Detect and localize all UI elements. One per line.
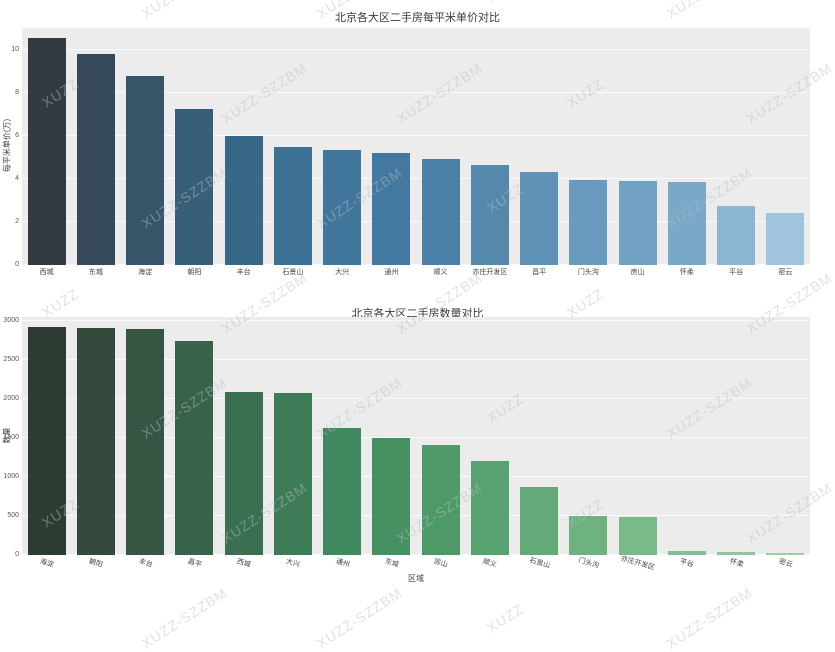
bar-通州 xyxy=(372,153,411,265)
y-tick-label: 0 xyxy=(15,261,19,268)
x-tick-label: 房山 xyxy=(432,558,449,569)
y-tick-label: 6 xyxy=(15,131,19,139)
x-tick-label: 大兴 xyxy=(335,269,350,276)
bar-昌平 xyxy=(520,171,559,265)
x-tick-label: 石景山 xyxy=(282,269,304,276)
x-tick-label: 门头沟 xyxy=(577,557,600,570)
bar-石景山 xyxy=(520,487,559,555)
watermark-text: XUZZ xyxy=(483,600,527,636)
price-per-sqm-chart: 北京各大区二手房每平米单价对比 每平米单价(万) 0 2 4 6 8 10 西城 东城 海淀 朝阳… xyxy=(0,0,835,300)
bar-密云 xyxy=(766,213,805,265)
gridline xyxy=(22,514,810,516)
bar-通州 xyxy=(323,427,362,555)
x-tick-label: 石景山 xyxy=(528,557,551,570)
bar-丰台 xyxy=(224,135,263,265)
plot-area xyxy=(22,28,810,265)
x-tick-label: 昌平 xyxy=(532,269,547,276)
x-tick-label: 门头沟 xyxy=(577,269,599,276)
gridline xyxy=(22,48,810,50)
y-tick-label: 2500 xyxy=(3,355,19,363)
bar-昌平 xyxy=(175,340,214,555)
bar-房山 xyxy=(618,180,657,265)
y-tick-label: 500 xyxy=(7,511,19,519)
x-tick-label: 海淀 xyxy=(138,269,153,276)
x-tick-label: 东城 xyxy=(383,558,400,569)
gridline xyxy=(22,220,810,222)
y-tick-label: 2 xyxy=(15,217,19,225)
gridline xyxy=(22,134,810,136)
gridline xyxy=(22,319,810,321)
bar-房山 xyxy=(421,444,460,555)
gridline xyxy=(22,358,810,360)
y-tick-label: 2000 xyxy=(3,394,19,402)
bar-海淀 xyxy=(126,76,165,265)
y-tick-label: 1000 xyxy=(3,472,19,480)
x-tick-label: 平谷 xyxy=(679,558,695,569)
x-tick-label: 通州 xyxy=(384,269,399,276)
x-tick-label: 西城 xyxy=(235,558,252,569)
y-tick-label: 8 xyxy=(15,88,19,96)
x-tick-label: 亦庄开发区 xyxy=(472,269,508,276)
y-tick-label: 3000 xyxy=(3,316,19,324)
x-tick-label: 怀柔 xyxy=(679,269,694,276)
bar-顺义 xyxy=(421,159,460,265)
bar-丰台 xyxy=(126,328,165,555)
bar-平谷 xyxy=(717,205,756,265)
x-tick-label: 平谷 xyxy=(729,269,744,276)
bar-东城 xyxy=(372,437,411,555)
bar-亦庄开发区 xyxy=(618,517,657,555)
bar-朝阳 xyxy=(76,327,115,555)
x-tick-label: 丰台 xyxy=(236,269,251,276)
x-tick-label: 密云 xyxy=(778,269,793,276)
bar-石景山 xyxy=(273,147,312,265)
bar-怀柔 xyxy=(667,181,706,265)
bar-西城 xyxy=(27,37,66,265)
watermark-text: XUZZ xyxy=(0,600,2,636)
x-tick-label: 怀柔 xyxy=(728,558,744,569)
bar-门头沟 xyxy=(569,179,608,265)
plot-area xyxy=(22,317,810,555)
x-tick-label: 海淀 xyxy=(38,558,55,569)
x-tick-label: 朝阳 xyxy=(187,269,202,276)
bar-密云 xyxy=(766,552,805,555)
gridline xyxy=(22,436,810,438)
y-tick-label: 0 xyxy=(15,551,19,558)
x-tick-label: 顺义 xyxy=(433,269,448,276)
listing-count-chart: 北京各大区二手房数量对比 数量 区域 0 500 1000 1500 2000 2500 3… xyxy=(0,300,835,601)
x-tick-label: 丰台 xyxy=(137,558,153,569)
gridline xyxy=(22,264,810,265)
y-tick-label: 4 xyxy=(15,174,19,182)
bar-顺义 xyxy=(470,460,509,555)
x-tick-label: 西城 xyxy=(39,269,54,276)
bar-平谷 xyxy=(667,551,706,555)
x-tick-label: 房山 xyxy=(630,269,645,276)
chart-title: 北京各大区二手房每平米单价对比 xyxy=(335,12,500,24)
x-tick-label: 朝阳 xyxy=(88,558,104,569)
bar-西城 xyxy=(224,391,263,555)
bar-亦庄开发区 xyxy=(470,164,509,265)
bar-朝阳 xyxy=(175,108,214,265)
gridline xyxy=(22,554,810,555)
y-tick-label: 10 xyxy=(11,45,19,53)
x-tick-label: 亦庄开发区 xyxy=(619,555,656,572)
x-axis-label: 区域 xyxy=(408,574,424,583)
gridline xyxy=(22,475,810,477)
x-tick-label: 通州 xyxy=(334,558,350,569)
bar-怀柔 xyxy=(717,552,756,555)
x-tick-label: 顺义 xyxy=(482,558,498,569)
gridline xyxy=(22,177,810,179)
gridline xyxy=(22,91,810,93)
bar-大兴 xyxy=(323,149,362,265)
bar-东城 xyxy=(76,53,115,265)
x-tick-label: 东城 xyxy=(88,269,103,276)
x-tick-label: 大兴 xyxy=(285,558,301,569)
x-tick-label: 昌平 xyxy=(186,558,203,569)
bar-门头沟 xyxy=(569,515,608,555)
bar-大兴 xyxy=(273,392,312,555)
y-tick-label: 1500 xyxy=(3,433,19,441)
gridline xyxy=(22,397,810,399)
bar-海淀 xyxy=(27,327,66,555)
x-tick-label: 密云 xyxy=(777,558,794,569)
